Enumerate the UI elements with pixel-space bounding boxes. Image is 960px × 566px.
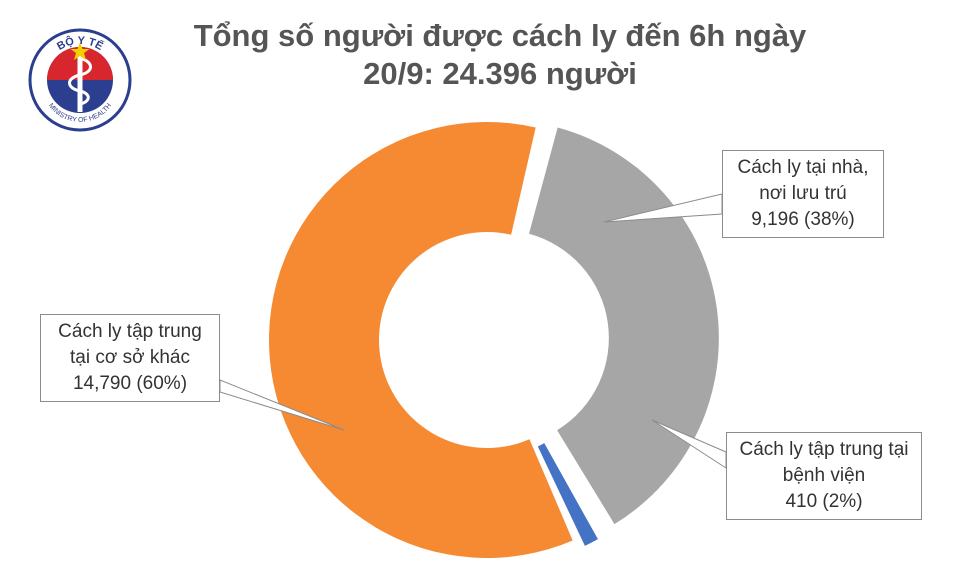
callout-home-value: 9,196 (38%)	[751, 209, 855, 230]
slice-facility	[268, 121, 573, 558]
slice-home	[528, 127, 719, 525]
callout-hospital-value: 410 (2%)	[785, 491, 863, 512]
callout-facility-line-1: Cách ly tập trung	[58, 321, 202, 342]
ministry-of-health-logo: BỘ Y TẾ MINISTRY OF HEALTH	[28, 28, 132, 132]
leader-facility	[219, 379, 345, 431]
callout-hospital-line-1: Cách ly tập trung tại	[739, 439, 909, 460]
callout-facility-isolation: Cách ly tập trung tại cơ sở khác 14,790 …	[40, 314, 220, 402]
callout-home-line-2: nơi lưu trú	[759, 183, 847, 204]
callout-facility-line-2: tại cơ sở khác	[70, 347, 190, 368]
svg-text:BỘ Y TẾ: BỘ Y TẾ	[55, 34, 105, 53]
callout-home-isolation: Cách ly tại nhà, nơi lưu trú 9,196 (38%)	[722, 150, 884, 238]
callout-home-line-1: Cách ly tại nhà,	[737, 157, 869, 178]
callout-hospital-isolation: Cách ly tập trung tại bệnh viện 410 (2%)	[726, 432, 922, 520]
slice-hospital	[537, 443, 598, 546]
callout-hospital-line-2: bệnh viện	[782, 465, 866, 486]
chart-title-line-2: 20/9: 24.396 người	[363, 56, 637, 91]
chart-title-line-1: Tổng số người được cách ly đến 6h ngày	[193, 18, 807, 53]
logo-top-text: BỘ Y TẾ	[55, 34, 105, 53]
callout-facility-value: 14,790 (60%)	[72, 373, 188, 394]
